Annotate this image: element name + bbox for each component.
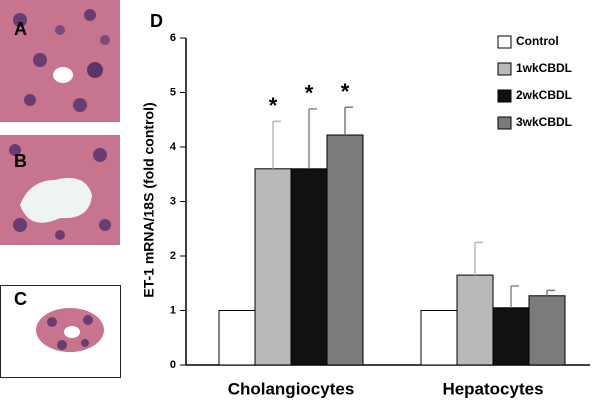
bar bbox=[326, 134, 364, 366]
y-axis-label: ET-1 mRNA/18S (fold control) bbox=[141, 102, 157, 297]
y-tick-label: 3 bbox=[170, 195, 176, 207]
bar bbox=[528, 295, 566, 366]
error-bar bbox=[344, 106, 353, 136]
legend-label: Control bbox=[516, 34, 559, 48]
bar bbox=[254, 168, 292, 366]
annotation: * bbox=[269, 93, 278, 118]
annotation: * bbox=[341, 79, 350, 104]
y-tick-label: 2 bbox=[170, 250, 176, 262]
error-bar bbox=[546, 289, 555, 296]
legend-label: 3wkCBDL bbox=[516, 115, 572, 129]
histology-b bbox=[0, 135, 120, 245]
error-bar bbox=[308, 108, 317, 169]
legend-label: 1wkCBDL bbox=[516, 61, 572, 75]
y-tick-label: 1 bbox=[170, 304, 176, 316]
legend-swatch bbox=[497, 116, 512, 130]
histology-c bbox=[0, 285, 121, 378]
panel-label: B bbox=[14, 151, 27, 171]
bar bbox=[420, 310, 458, 366]
error-bar bbox=[510, 285, 519, 308]
x-tick-label: Cholangiocytes bbox=[228, 379, 355, 398]
bar bbox=[290, 168, 328, 366]
panel-label: C bbox=[14, 289, 27, 309]
annotation: * bbox=[305, 81, 314, 106]
error-bar bbox=[272, 120, 281, 169]
legend-swatch bbox=[497, 35, 512, 49]
bar bbox=[218, 310, 256, 366]
legend-label: 2wkCBDL bbox=[516, 88, 572, 102]
y-tick-label: 5 bbox=[170, 86, 176, 98]
panel-label: A bbox=[14, 19, 27, 39]
y-tick-label: 0 bbox=[170, 359, 176, 371]
y-tick-label: 4 bbox=[170, 141, 177, 153]
legend-swatch bbox=[497, 62, 512, 76]
bar bbox=[456, 274, 494, 366]
x-tick-label: Hepatocytes bbox=[442, 379, 543, 398]
error-bar bbox=[474, 241, 483, 276]
panel-label: D bbox=[150, 11, 163, 31]
histology-a bbox=[0, 0, 120, 122]
bar bbox=[492, 307, 530, 366]
y-tick-label: 6 bbox=[170, 32, 176, 44]
legend-swatch bbox=[497, 89, 512, 103]
